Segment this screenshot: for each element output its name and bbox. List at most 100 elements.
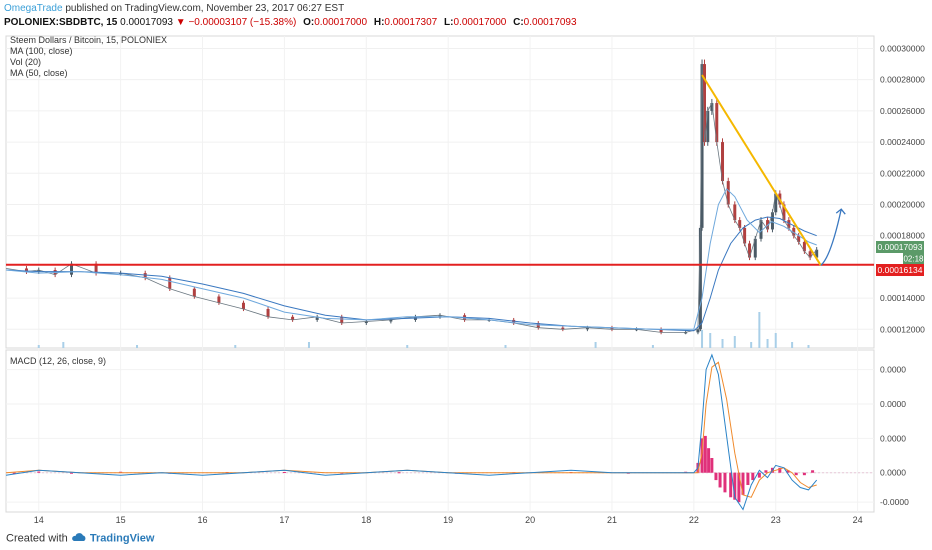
macd-histogram-bar bbox=[802, 472, 806, 476]
macd-histogram-bar bbox=[70, 472, 74, 474]
macd-histogram-bar bbox=[733, 472, 737, 500]
x-tick-label: 15 bbox=[116, 515, 126, 525]
volume-bar bbox=[62, 342, 65, 348]
open-value: 0.00017000 bbox=[314, 17, 368, 28]
price-candle-body bbox=[70, 263, 74, 275]
legend-ma50: MA (50, close) bbox=[10, 68, 68, 78]
price-candle-body bbox=[733, 204, 737, 221]
price-pane-frame bbox=[5, 35, 875, 349]
x-tick-label: 23 bbox=[771, 515, 781, 525]
macd-pane-frame bbox=[5, 349, 875, 513]
legend-macd: MACD (12, 26, close, 9) bbox=[10, 356, 106, 366]
macd-histogram-bar bbox=[718, 472, 722, 488]
volume-bar bbox=[234, 345, 237, 348]
macd-tick-label: 0.0000 bbox=[880, 468, 906, 478]
price-candle-body bbox=[698, 227, 702, 330]
last-price-badge bbox=[876, 241, 924, 253]
price-candle-body bbox=[438, 315, 442, 317]
price-candle-body bbox=[192, 288, 196, 297]
volume-bar bbox=[307, 342, 310, 348]
countdown-badge bbox=[903, 253, 924, 264]
price-candle-body bbox=[659, 329, 663, 333]
macd-histogram-bar bbox=[397, 472, 401, 474]
price-tick-label: 0.00026000 bbox=[880, 106, 925, 116]
price-candle-body bbox=[487, 319, 491, 321]
price-candle-body bbox=[748, 243, 752, 258]
ma50-line bbox=[5, 188, 817, 330]
volume-bar bbox=[406, 345, 409, 348]
price-candle-body bbox=[241, 302, 245, 309]
price-candle-body bbox=[635, 329, 639, 331]
price-tick-label: 0.00012000 bbox=[880, 324, 925, 334]
volume-bar bbox=[504, 345, 507, 348]
macd-histogram-bar bbox=[794, 472, 798, 476]
price-candle-body bbox=[364, 321, 368, 324]
macd-histogram-bar bbox=[737, 472, 741, 503]
last-price-badge-text: 0.00017093 bbox=[878, 242, 923, 252]
volume-bar bbox=[651, 345, 654, 348]
macd-histogram-bar bbox=[12, 472, 16, 474]
volume-bar bbox=[791, 342, 794, 348]
macd-histogram-bar bbox=[723, 472, 727, 493]
author-link[interactable]: OmegaTrade bbox=[4, 3, 63, 14]
down-arrow-icon: ▼ bbox=[175, 17, 186, 28]
price-tick-label: 0.00030000 bbox=[880, 43, 925, 53]
macd-histogram-bar bbox=[710, 458, 714, 473]
price-candle-body bbox=[684, 332, 688, 334]
volume-bar bbox=[136, 345, 139, 348]
chart-svg[interactable]: 0.00030000 0.00028000 0.00026000 0.00024000… bbox=[0, 30, 932, 530]
volume-bar bbox=[733, 336, 736, 348]
support-price-badge-text: 0.00016134 bbox=[878, 265, 923, 275]
price-candle-body bbox=[787, 220, 791, 228]
price-candle-body bbox=[774, 193, 778, 213]
x-tick-label: 14 bbox=[34, 515, 44, 525]
price-change: −0.00003107 (−15.38%) bbox=[188, 17, 297, 28]
tradingview-brand[interactable]: TradingView bbox=[89, 532, 155, 545]
open-label: O: bbox=[303, 17, 315, 28]
macd-histogram-bar bbox=[714, 472, 718, 481]
macd-tick-label: 0.0000 bbox=[880, 399, 906, 409]
price-candle-body bbox=[721, 142, 725, 182]
drawings bbox=[6, 74, 874, 266]
projection-arrow-head bbox=[835, 208, 846, 215]
macd-line bbox=[5, 353, 818, 511]
x-tick-label: 17 bbox=[279, 515, 289, 525]
tradingview-cloud-icon bbox=[71, 532, 87, 545]
macd-signal-line bbox=[5, 361, 817, 498]
publish-line: OmegaTrade published on TradingView.com,… bbox=[4, 2, 924, 16]
price-series bbox=[5, 59, 819, 335]
x-tick-label: 22 bbox=[689, 515, 699, 525]
high-label: H: bbox=[373, 17, 385, 28]
price-candle-body bbox=[340, 316, 344, 324]
macd-tick-label: 0.0000 bbox=[880, 433, 906, 443]
x-tick-label: 19 bbox=[443, 515, 453, 525]
macd-histogram-bar bbox=[700, 438, 704, 473]
x-tick-label: 24 bbox=[853, 515, 863, 525]
quote-line: POLONIEX:SBDBTC, 15 0.00017093 ▼ −0.0000… bbox=[4, 16, 924, 30]
volume-bar bbox=[758, 312, 761, 348]
volume-bar bbox=[721, 339, 724, 348]
price-candle-body bbox=[291, 316, 295, 320]
created-with-label: Created with bbox=[6, 532, 68, 545]
volume-bar bbox=[701, 330, 704, 348]
x-tick-label: 18 bbox=[361, 515, 371, 525]
legend-ma100: MA (100, close) bbox=[10, 46, 73, 56]
axes: 0.00030000 0.00028000 0.00026000 0.00024000… bbox=[34, 43, 925, 525]
macd-pane bbox=[5, 353, 874, 511]
volume-bars bbox=[37, 312, 810, 348]
macd-histogram-bar bbox=[757, 472, 761, 478]
volume-bar bbox=[774, 333, 777, 348]
low-label: L: bbox=[444, 17, 454, 28]
chart-area[interactable]: 0.00030000 0.00028000 0.00026000 0.00024000… bbox=[0, 30, 932, 530]
price-candle-body bbox=[119, 273, 123, 275]
moving-averages bbox=[5, 188, 817, 332]
macd-histogram-bar bbox=[282, 471, 286, 473]
macd-histogram-bar bbox=[741, 472, 745, 495]
price-tick-label: 0.00024000 bbox=[880, 137, 925, 147]
price-tick-label: 0.00022000 bbox=[880, 168, 925, 178]
price-line bbox=[5, 64, 818, 333]
price-candle-body bbox=[782, 204, 786, 221]
publish-info: published on TradingView.com, November 2… bbox=[65, 3, 345, 14]
volume-bar bbox=[709, 333, 712, 348]
countdown-badge-text: 02:18 bbox=[903, 255, 924, 264]
